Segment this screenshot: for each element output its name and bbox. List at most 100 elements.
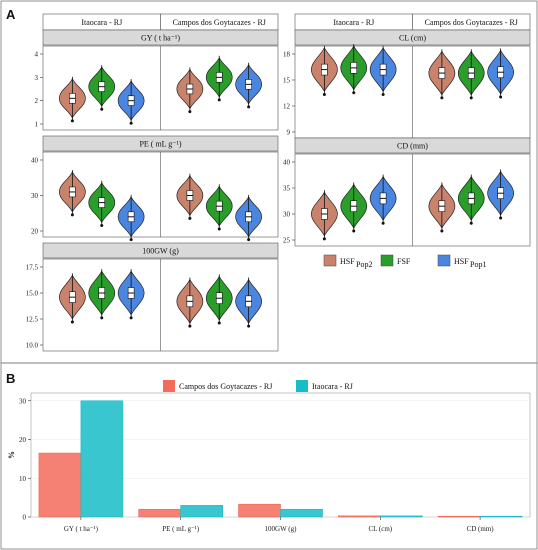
violin-outlier [188,110,192,114]
bar-itaocara [479,515,523,518]
facet-strip [42,29,279,46]
violin-outlier [440,96,444,100]
location-label: Campos dos Goytacazes - RJ [173,18,266,27]
violin-outlier [381,92,385,96]
y-tick-label: 10 [19,475,27,483]
violin-outlier [100,316,104,320]
y-tick-label: 30 [283,211,291,219]
violin-outlier [217,227,221,231]
y-tick-label: 35 [283,185,291,193]
facet-title: CD (mm) [397,142,428,151]
y-tick-label: 17.5 [26,264,39,272]
violin-outlier [129,238,133,242]
legend-swatch [163,380,175,392]
facet-strip [42,242,279,259]
x-tick-label: GY ( t ha⁻¹) [64,525,99,533]
bar-chart: 0 10 20 30% GY ( t ha⁻¹) PE ( mL g⁻¹) 100GW (g… [7,380,531,533]
legend-swatch [323,254,337,267]
legend-swatch [296,380,308,392]
y-tick-label: 15 [283,77,291,85]
bar-campos [238,503,281,518]
y-tick-label: 1 [35,121,39,129]
y-tick-label: 18 [283,51,291,59]
violin-outlier [217,98,221,102]
location-label: Itaocara - RJ [81,18,122,27]
facet-strip [294,29,531,46]
violin-outlier [247,324,251,328]
y-tick-label: 4 [35,51,39,59]
x-tick-label: CL (cm) [368,525,392,533]
violin-outlier [70,213,74,217]
bar-itaocara [379,515,423,518]
y-tick-label: 12.5 [26,316,39,324]
y-tick-label: 12 [283,103,291,111]
legend-name: FSF [397,257,411,266]
facet-title: 100GW (g) [142,247,179,256]
panel-b-label: B [6,371,15,386]
y-tick-label: 2 [35,97,39,105]
y-tick-label: 10.0 [26,342,39,350]
y-tick-label: 40 [283,159,291,167]
legend-name: HSF [454,257,469,266]
location-label: Campos dos Goytacazes - RJ [425,18,518,27]
y-axis-label: % [7,451,16,459]
panel-b-border [0,362,538,550]
violin-outlier [100,107,104,111]
violin-outlier [499,216,503,220]
violin-outlier [188,324,192,328]
violin-outlier [352,229,356,233]
panel-a-label: A [6,7,16,22]
bar-campos [337,515,381,518]
facet-title: GY ( t ha⁻¹) [141,34,180,43]
violin-outlier [352,91,356,95]
bar-itaocara [180,505,223,518]
legend-subscript: Pop1 [470,260,486,269]
y-tick-label: 40 [31,157,39,165]
violin-outlier [322,237,326,241]
facet-title: CL (cm) [399,34,426,43]
y-tick-label: 20 [31,228,39,236]
violin-legend: HSF Pop2 FSF HSF Pop1 [323,254,486,269]
legend-name: HSF [340,257,355,266]
violin-panels: Itaocara - RJ Campos dos Goytacazes - RJ G… [26,13,531,352]
violin-outlier [100,223,104,227]
violin-outlier [247,238,251,242]
y-tick-label: 30 [19,397,27,405]
bar-campos [437,515,481,518]
x-tick-label: PE ( mL g⁻¹) [162,525,200,533]
violin-outlier [129,316,133,320]
legend-label: Itaocara - RJ [312,382,353,391]
facet-title: PE ( mL g⁻¹) [139,140,181,149]
violin-outlier [381,221,385,225]
violin-outlier [188,216,192,220]
violin-outlier [70,320,74,324]
legend-swatch [437,254,451,267]
bar-itaocara [280,508,323,518]
legend-subscript: Pop2 [356,260,372,269]
y-tick-label: 0 [23,514,27,522]
violin-outlier [217,321,221,325]
violin-outlier [440,229,444,233]
violin-outlier [469,221,473,225]
violin-outlier [469,96,473,100]
x-tick-label: CD (mm) [467,525,495,533]
facet-strip [294,137,531,154]
y-tick-label: 25 [283,237,291,245]
bar-campos [38,452,82,518]
violin-outlier [247,105,251,109]
bar-campos [138,508,181,518]
y-tick-label: 3 [35,74,39,82]
y-tick-label: 20 [19,436,27,444]
y-tick-label: 15.0 [26,290,39,298]
panel-a-border [0,0,538,364]
violin-outlier [499,95,503,99]
location-label: Itaocara - RJ [333,18,374,27]
y-tick-label: 30 [31,192,39,200]
violin-outlier [322,92,326,96]
bar-itaocara [80,400,124,518]
facet-strip [42,135,279,152]
y-tick-label: 9 [287,129,291,137]
violin-outlier [70,119,74,123]
x-tick-label: 100GW (g) [265,525,298,533]
